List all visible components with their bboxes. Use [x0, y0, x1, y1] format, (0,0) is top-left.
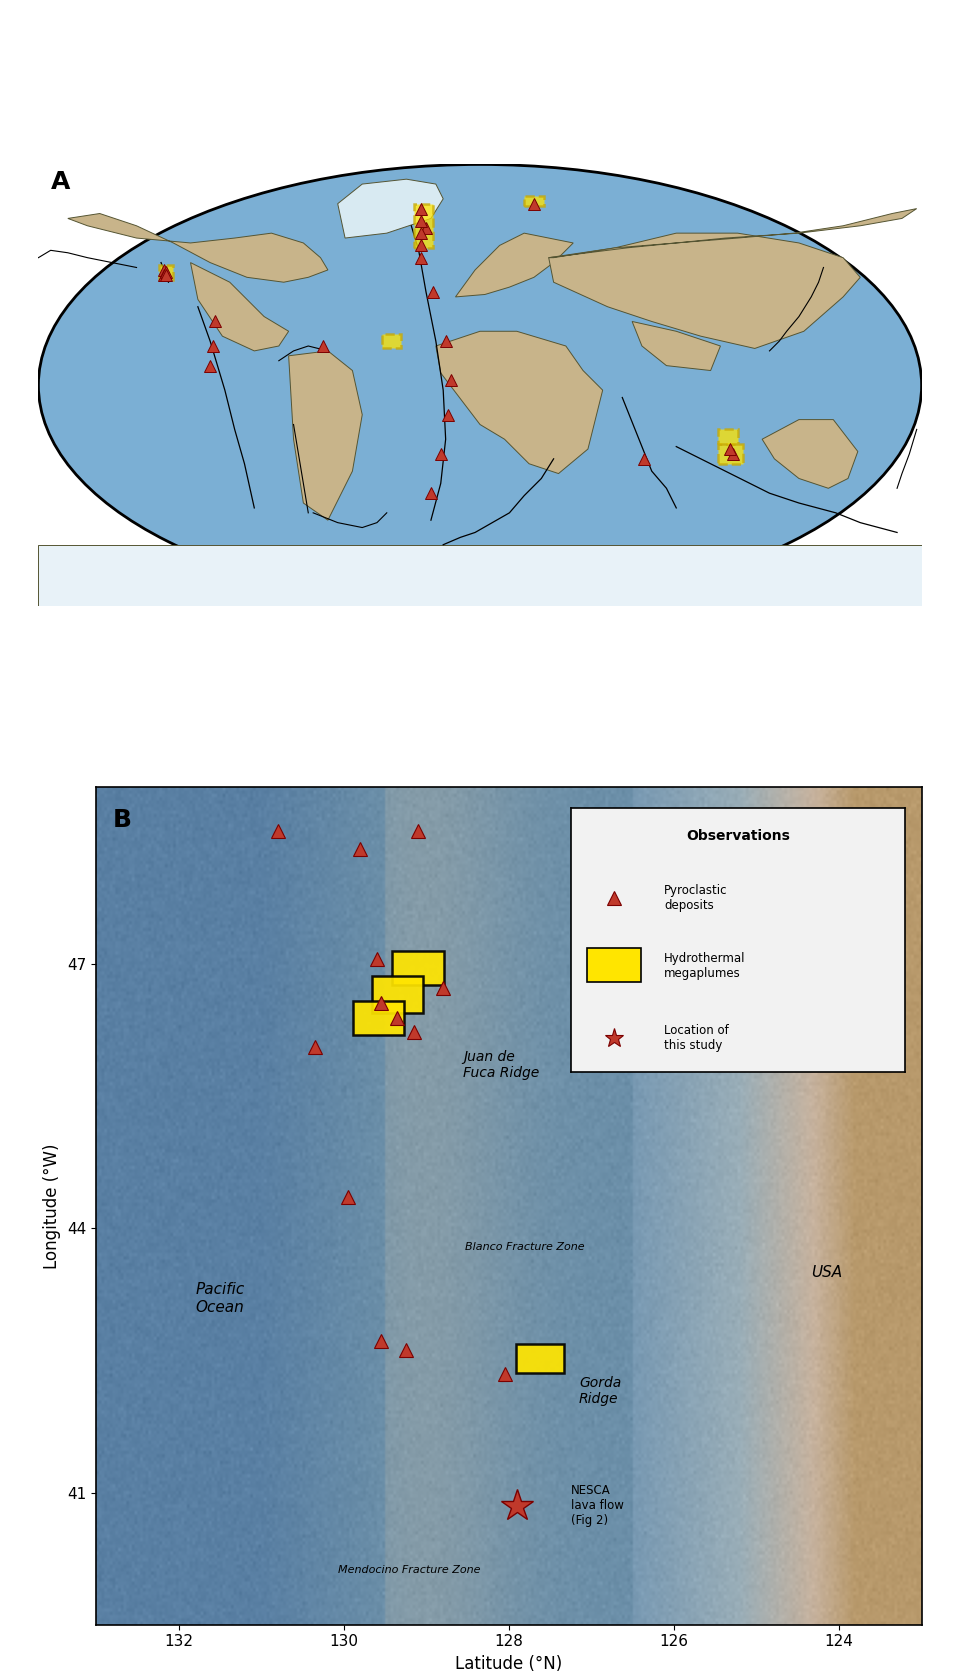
Bar — [718, 444, 742, 464]
Bar — [393, 951, 444, 985]
Ellipse shape — [38, 164, 922, 606]
Bar — [382, 333, 401, 348]
Polygon shape — [190, 263, 289, 350]
Polygon shape — [68, 213, 328, 281]
Bar — [524, 196, 543, 206]
Bar — [372, 977, 423, 1013]
Text: A: A — [51, 169, 70, 194]
Polygon shape — [549, 233, 860, 348]
Text: Blanco Fracture Zone: Blanco Fracture Zone — [466, 1243, 586, 1253]
Text: Pacific
Ocean: Pacific Ocean — [195, 1283, 245, 1315]
Bar — [718, 429, 737, 444]
Polygon shape — [38, 544, 922, 606]
Text: B: B — [112, 809, 132, 832]
Text: NESCA
lava flow
(Fig 2): NESCA lava flow (Fig 2) — [570, 1484, 624, 1528]
Polygon shape — [632, 322, 720, 370]
Text: Juan de
Fuca Ridge: Juan de Fuca Ridge — [464, 1050, 540, 1080]
Text: Gorda
Ridge: Gorda Ridge — [579, 1377, 621, 1407]
Y-axis label: Longitude (°W): Longitude (°W) — [43, 1144, 61, 1268]
Bar — [414, 204, 433, 248]
Polygon shape — [549, 209, 917, 258]
Bar — [158, 265, 174, 280]
Polygon shape — [436, 332, 603, 474]
Bar — [352, 1002, 404, 1035]
X-axis label: Latitude (°N): Latitude (°N) — [455, 1655, 563, 1673]
Polygon shape — [455, 233, 573, 296]
Text: USA: USA — [811, 1265, 842, 1280]
Polygon shape — [338, 179, 444, 238]
Polygon shape — [289, 350, 362, 521]
Text: Mendocino Fracture Zone: Mendocino Fracture Zone — [339, 1564, 481, 1574]
Bar — [516, 1345, 564, 1372]
Polygon shape — [762, 420, 858, 489]
